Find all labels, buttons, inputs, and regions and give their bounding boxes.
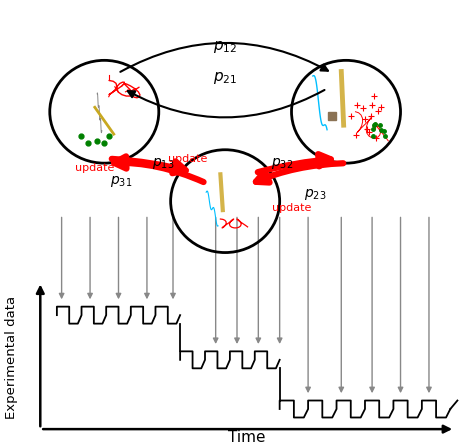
- Text: update: update: [272, 203, 311, 213]
- Text: update: update: [167, 154, 207, 164]
- Text: update: update: [75, 163, 115, 173]
- Text: $p_{23}$: $p_{23}$: [304, 187, 327, 202]
- Text: $p_{32}$: $p_{32}$: [271, 156, 293, 171]
- Text: Time: Time: [228, 430, 265, 445]
- Text: $p_{13}$: $p_{13}$: [152, 156, 175, 171]
- Text: $p_{31}$: $p_{31}$: [109, 173, 132, 189]
- Text: $p_{21}$: $p_{21}$: [213, 70, 237, 86]
- Text: $p_{12}$: $p_{12}$: [213, 39, 237, 55]
- Text: Experimental data: Experimental data: [5, 296, 18, 419]
